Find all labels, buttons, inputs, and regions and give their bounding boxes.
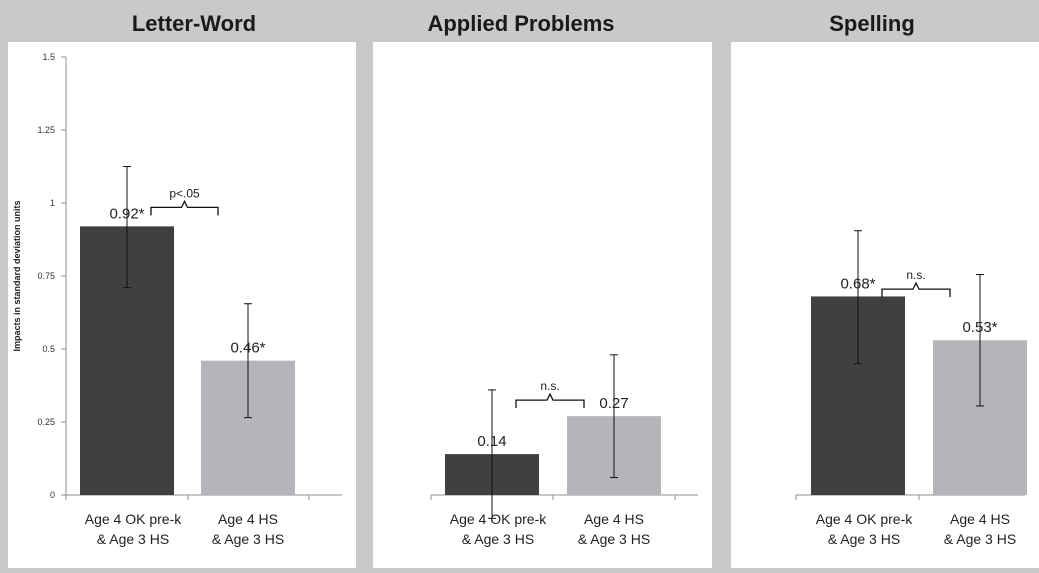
x-tick-label: & Age 3 HS (944, 531, 1016, 547)
significance-bracket (150, 199, 219, 216)
data-label: 0.27 (599, 395, 628, 412)
x-tick-label: Age 4 OK pre-k (85, 511, 182, 527)
significance-label: p<.05 (169, 186, 200, 200)
x-tick-label: Age 4 HS (584, 511, 644, 527)
x-tick-label: Age 4 OK pre-k (816, 511, 913, 527)
y-tick-label: 0.25 (37, 417, 55, 427)
x-tick-label: & Age 3 HS (97, 531, 169, 547)
x-tick-label: Age 4 HS (950, 511, 1010, 527)
y-tick-label: 0 (50, 490, 55, 500)
panel-background (373, 42, 712, 568)
significance-label: n.s. (540, 379, 559, 393)
y-tick-label: 1 (50, 198, 55, 208)
data-label: 0.14 (477, 433, 506, 450)
x-tick-label: & Age 3 HS (462, 531, 534, 547)
panel-title: Spelling (829, 11, 915, 36)
x-tick-label: & Age 3 HS (828, 531, 900, 547)
panel-title: Applied Problems (427, 11, 614, 36)
panel-title: Letter-Word (132, 11, 256, 36)
y-axis-title: Impacts in standard deviation units (12, 200, 22, 351)
x-tick-label: Age 4 HS (218, 511, 278, 527)
significance-label: n.s. (906, 268, 925, 282)
y-tick-label: 1.5 (42, 52, 55, 62)
y-tick-label: 0.5 (42, 344, 55, 354)
x-tick-label: Age 4 OK pre-k (450, 511, 547, 527)
x-tick-label: & Age 3 HS (212, 531, 284, 547)
significance-bracket (515, 392, 585, 409)
significance-bracket (881, 281, 951, 298)
data-label: 0.68* (840, 275, 875, 292)
y-tick-label: 1.25 (37, 125, 55, 135)
panel-background (8, 42, 356, 568)
data-label: 0.53* (962, 319, 997, 336)
y-tick-label: 0.75 (37, 271, 55, 281)
data-label: 0.92* (109, 205, 144, 222)
data-label: 0.46* (230, 340, 265, 357)
x-tick-label: & Age 3 HS (578, 531, 650, 547)
